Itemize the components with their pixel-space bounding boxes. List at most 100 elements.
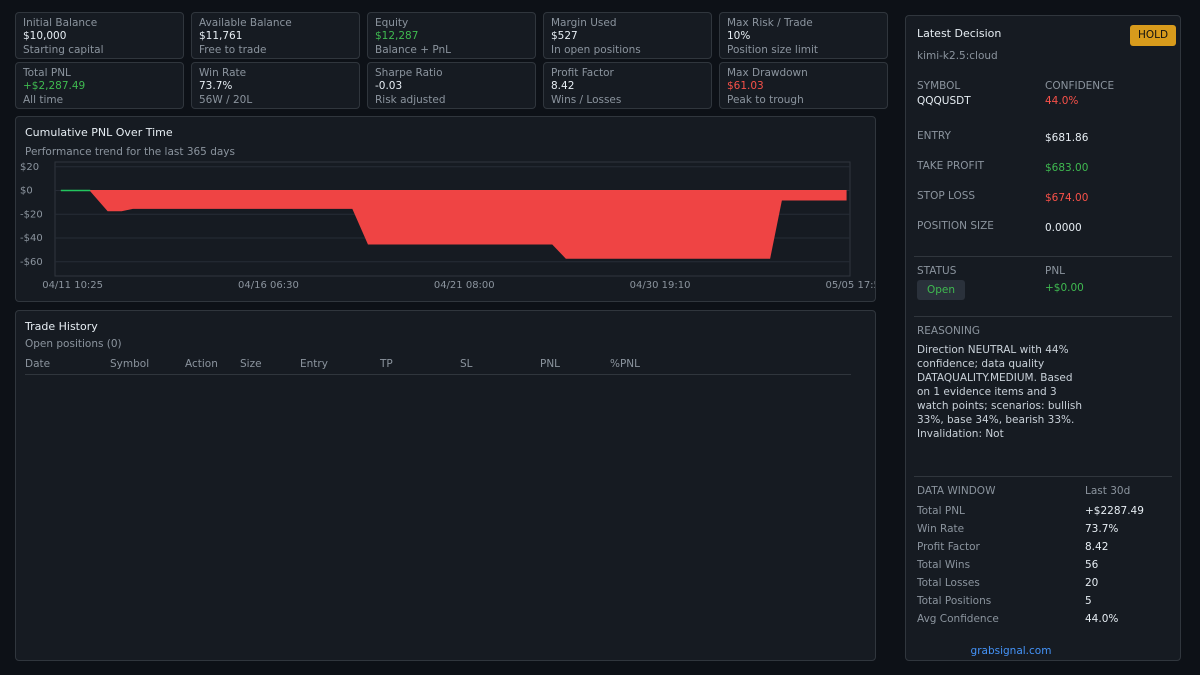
card-value: $11,761 <box>199 30 243 42</box>
card-label: Available Balance <box>199 17 292 29</box>
symbol-value: QQQUSDT <box>917 95 971 107</box>
stat-value: 44.0% <box>1085 613 1119 625</box>
y-tick-label: -$20 <box>20 209 43 220</box>
stat-card: Available Balance $11,761 Free to trade <box>191 12 360 59</box>
level-value: $674.00 <box>1045 192 1089 204</box>
card-value: 73.7% <box>199 80 233 92</box>
stat-value: 56 <box>1085 559 1099 571</box>
window-label: DATA WINDOW <box>917 485 996 497</box>
x-tick-label: 04/16 06:30 <box>238 280 299 291</box>
footer-link[interactable]: grabsignal.com <box>970 645 1052 657</box>
chart: $20 $0 -$20 -$40 -$60 04/11 10:25 04/16 06:30 0… <box>20 161 875 291</box>
stat-value: 8.42 <box>1085 541 1109 553</box>
column-header: PNL <box>540 358 561 370</box>
card-note: Wins / Losses <box>551 94 622 106</box>
card-value: -0.03 <box>375 80 403 92</box>
stat-value: 5 <box>1085 595 1092 607</box>
separator <box>914 476 1172 477</box>
decision-panel: Latest Decision HOLD kimi-k2.5:cloud SYMBOL… <box>905 15 1181 661</box>
stat-label: Avg Confidence <box>917 613 999 625</box>
stat-card: Total PNL +$2,287.49 All time <box>15 62 184 109</box>
card-value: $10,000 <box>23 30 67 42</box>
stat-label: Total PNL <box>917 505 965 517</box>
card-note: Free to trade <box>199 44 267 56</box>
card-note: 56W / 20L <box>199 94 253 106</box>
y-tick-label: $20 <box>20 162 39 173</box>
column-header: Action <box>185 358 218 370</box>
card-note: Risk adjusted <box>375 94 446 106</box>
status-label: STATUS <box>917 265 957 277</box>
pnl-label: PNL <box>1045 265 1066 277</box>
reasoning-text: Direction NEUTRAL with 44% confidence; d… <box>917 344 1083 440</box>
card-label: Win Rate <box>199 67 247 79</box>
level-value: $681.86 <box>1045 132 1089 144</box>
header-rule <box>25 374 851 375</box>
reasoning-label: REASONING <box>917 325 980 337</box>
separator <box>914 316 1172 317</box>
y-tick-label: -$60 <box>20 257 43 268</box>
column-header: Entry <box>300 358 328 370</box>
level-value: 0.0000 <box>1045 222 1082 234</box>
window-value: Last 30d <box>1085 485 1131 497</box>
level-value: $683.00 <box>1045 162 1089 174</box>
stat-card: Initial Balance $10,000 Starting capital <box>15 12 184 59</box>
card-label: Max Risk / Trade <box>727 17 813 29</box>
column-header: %PNL <box>610 358 641 370</box>
card-label: Initial Balance <box>23 17 98 29</box>
card-value: $527 <box>551 30 578 42</box>
card-label: Margin Used <box>551 17 617 29</box>
card-note: Position size limit <box>727 44 819 56</box>
chart-subtitle: Performance trend for the last 365 days <box>25 146 235 158</box>
stat-card: Win Rate 73.7% 56W / 20L <box>191 62 360 109</box>
plot-frame <box>54 161 851 277</box>
x-tick-label: 04/30 19:10 <box>630 280 691 291</box>
stat-value: 73.7% <box>1085 523 1119 535</box>
level-label: TAKE PROFIT <box>917 160 985 172</box>
x-tick-label: 04/11 10:25 <box>42 280 103 291</box>
card-label: Sharpe Ratio <box>375 67 443 79</box>
column-header: SL <box>460 358 473 370</box>
stat-label: Total Losses <box>917 577 980 589</box>
card-value: $61.03 <box>727 80 764 92</box>
chart-panel: Cumulative PNL Over Time Performance tren… <box>15 116 876 302</box>
stat-value: +$2287.49 <box>1085 505 1144 517</box>
card-label: Max Drawdown <box>727 67 808 79</box>
card-label: Equity <box>375 17 409 29</box>
card-note: Peak to trough <box>727 94 804 106</box>
y-tick-label: -$40 <box>20 233 43 244</box>
stat-label: Total Positions <box>917 595 992 607</box>
x-tick-label: 05/05 17:55 <box>825 280 875 291</box>
stat-label: Total Wins <box>917 559 971 571</box>
stat-card: Profit Factor 8.42 Wins / Losses <box>543 62 712 109</box>
level-label: STOP LOSS <box>917 190 976 202</box>
pnl-value: +$0.00 <box>1045 282 1084 294</box>
trade-title: Trade History <box>25 320 98 333</box>
decision-title: Latest Decision <box>917 27 1002 40</box>
x-tick-label: 04/21 08:00 <box>434 280 495 291</box>
pnl-area <box>60 190 847 259</box>
card-note: In open positions <box>551 44 641 56</box>
trade-subtitle: Open positions (0) <box>25 338 122 350</box>
stat-card: Equity $12,287 Balance + PnL <box>367 12 536 59</box>
column-header: TP <box>380 358 393 370</box>
card-note: Balance + PnL <box>375 44 452 56</box>
confidence-label: CONFIDENCE <box>1045 80 1115 92</box>
stat-card: Margin Used $527 In open positions <box>543 12 712 59</box>
card-label: Total PNL <box>23 67 71 79</box>
y-tick-label: $0 <box>20 186 33 197</box>
stat-label: Win Rate <box>917 523 965 535</box>
card-value: 8.42 <box>551 80 575 92</box>
stat-card: Max Drawdown $61.03 Peak to trough <box>719 62 888 109</box>
level-label: POSITION SIZE <box>917 220 994 232</box>
action-badge: HOLD <box>1130 25 1176 46</box>
card-label: Profit Factor <box>551 67 614 79</box>
column-header: Size <box>240 358 262 370</box>
chart-title: Cumulative PNL Over Time <box>25 126 173 139</box>
stat-value: 20 <box>1085 577 1099 589</box>
separator <box>914 256 1172 257</box>
card-value: 10% <box>727 30 751 42</box>
card-note: All time <box>23 94 64 106</box>
column-header: Date <box>25 358 51 370</box>
stat-label: Profit Factor <box>917 541 980 553</box>
